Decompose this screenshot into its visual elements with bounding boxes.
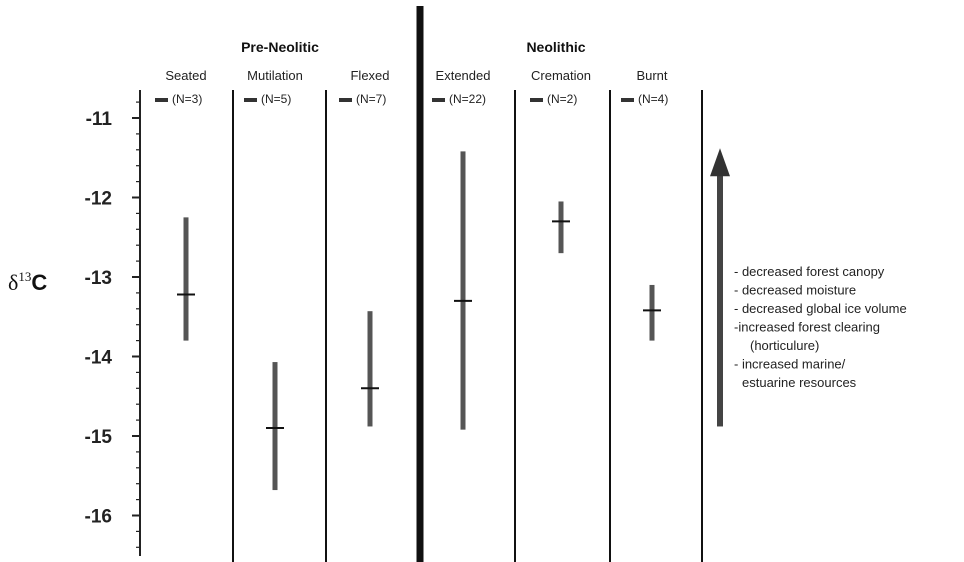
range-marks xyxy=(177,151,661,491)
column-divider xyxy=(701,90,703,562)
range-bar xyxy=(272,362,278,491)
range-bar xyxy=(558,201,564,254)
sample-size-label: (N=22) xyxy=(449,92,486,106)
annotation-line: - increased marine/ xyxy=(734,357,846,372)
range-bar xyxy=(649,284,655,341)
y-tick-label: -12 xyxy=(85,189,112,210)
y-axis-label: δ13C xyxy=(8,269,47,295)
legend-dash-marker xyxy=(339,98,352,102)
sample-size-label: (N=2) xyxy=(547,92,577,106)
legend-dash-marker xyxy=(621,98,634,102)
trend-annotation: - decreased forest canopy - decreased moi… xyxy=(710,148,907,427)
y-tick-label: -14 xyxy=(85,348,113,369)
legend-dash-marker xyxy=(155,98,168,102)
range-bar xyxy=(460,151,466,430)
category-label: Cremation xyxy=(531,68,591,83)
sample-size-label: (N=7) xyxy=(356,92,386,106)
sample-size-label: (N=3) xyxy=(172,92,202,106)
y-tick-label: -11 xyxy=(86,109,113,130)
trend-arrow-shaft xyxy=(717,168,723,427)
y-tick-label: -15 xyxy=(85,427,113,448)
column-divider xyxy=(609,90,611,562)
y-axis: -11 -12 -13 -14 -15 -16 δ13C xyxy=(8,90,141,556)
category-label: Extended xyxy=(436,68,491,83)
category-labels: Pre-Neolitic Neolithic Seated (N=3) Mutilati… xyxy=(155,39,668,106)
annotation-line: estuarine resources xyxy=(742,375,857,390)
column-divider xyxy=(232,90,234,562)
column-divider xyxy=(514,90,516,562)
column-divider xyxy=(325,90,327,562)
range-bar xyxy=(367,311,373,427)
annotation-line: - decreased forest canopy xyxy=(734,264,885,279)
period-divider xyxy=(416,6,424,562)
column-dividers xyxy=(232,6,703,562)
y-tick-label: -13 xyxy=(85,268,112,289)
trend-arrowhead xyxy=(710,148,730,177)
category-label: Flexed xyxy=(350,68,389,83)
legend-dash-marker xyxy=(244,98,257,102)
category-label: Seated xyxy=(165,68,206,83)
annotation-line: -increased forest clearing xyxy=(734,320,880,335)
range-bar xyxy=(183,217,189,341)
annotation-line: - decreased moisture xyxy=(734,283,856,298)
sample-size-label: (N=5) xyxy=(261,92,291,106)
legend-dash-marker xyxy=(432,98,445,102)
category-label: Burnt xyxy=(636,68,667,83)
annotation-line: (horticulure) xyxy=(750,338,819,353)
group-label: Pre-Neolitic xyxy=(241,39,319,55)
group-label: Neolithic xyxy=(526,39,585,55)
category-label: Mutilation xyxy=(247,68,303,83)
annotation-line: - decreased global ice volume xyxy=(734,301,907,316)
legend-dash-marker xyxy=(530,98,543,102)
sample-size-label: (N=4) xyxy=(638,92,668,106)
y-tick-label: -16 xyxy=(85,507,112,528)
